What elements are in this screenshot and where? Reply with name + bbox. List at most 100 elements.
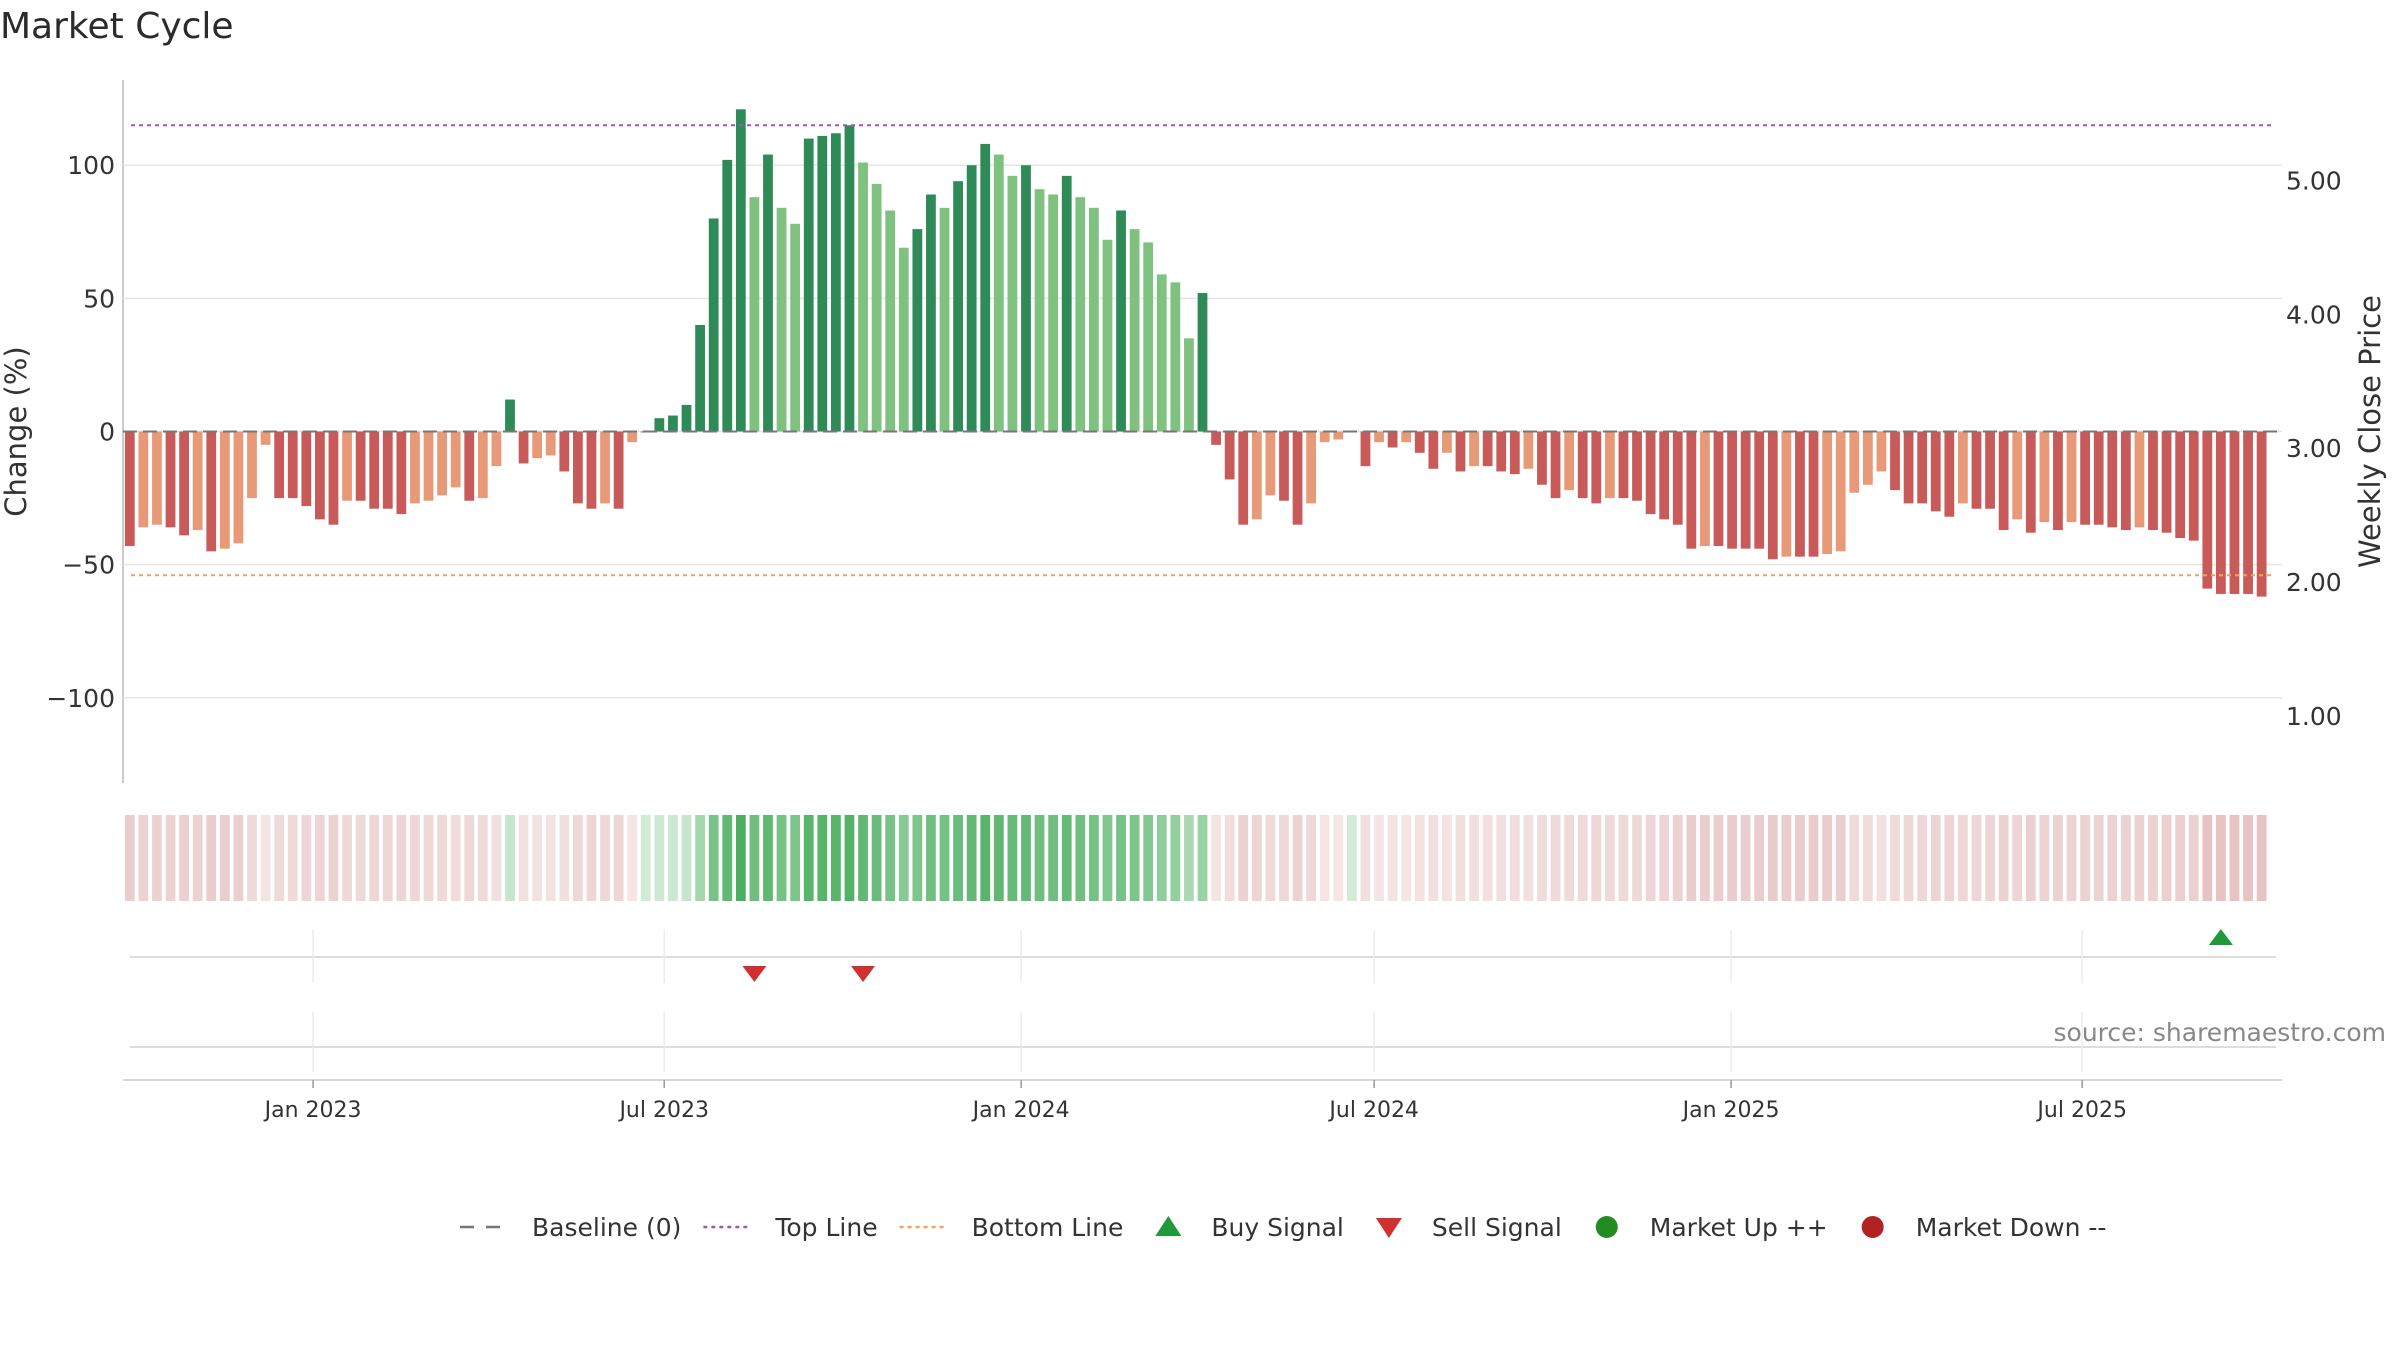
bar <box>1048 194 1059 432</box>
bar <box>1985 431 1995 509</box>
bar <box>1292 431 1303 525</box>
strength-cell <box>1414 815 1425 901</box>
bar <box>2053 431 2063 531</box>
bar <box>1632 431 1642 501</box>
strength-cell <box>885 815 896 901</box>
legend-swatch-circle <box>1595 1216 1618 1238</box>
strength-cell <box>1604 815 1615 901</box>
strength-cell <box>1306 815 1317 901</box>
strength-cell <box>668 815 678 901</box>
strength-cell <box>233 815 244 901</box>
bar <box>966 165 977 432</box>
bar <box>2107 431 2118 528</box>
strength-cell <box>1740 815 1751 901</box>
x-tick-label: Jul 2025 <box>2035 1098 2127 1123</box>
strength-cell <box>1618 815 1629 901</box>
strength-cell <box>600 815 610 901</box>
bar <box>790 223 801 432</box>
bar <box>2012 431 2023 520</box>
bar <box>586 431 597 509</box>
bar <box>2148 431 2158 531</box>
strength-cell <box>912 815 923 901</box>
strength-cell <box>613 815 624 901</box>
bar <box>708 218 719 432</box>
bar <box>1849 431 1860 493</box>
strength-cell <box>532 815 543 901</box>
bar <box>1333 431 1344 440</box>
bar <box>287 431 298 499</box>
sell-signal-marker <box>851 966 876 982</box>
legend-swatch-sell <box>1375 1218 1402 1238</box>
bar <box>1659 431 1670 520</box>
strength-cell <box>559 815 570 901</box>
strength-cell <box>1509 815 1520 901</box>
strength-cell <box>2066 815 2077 901</box>
strength-cell <box>518 815 529 901</box>
strength-cell <box>1211 815 1221 901</box>
strength-cell <box>179 815 189 901</box>
bar <box>1279 431 1289 501</box>
bar <box>817 135 828 432</box>
bar <box>369 431 380 509</box>
strength-cell <box>1401 815 1412 901</box>
strength-cell <box>410 815 420 901</box>
bar <box>1998 431 2009 531</box>
strength-cell <box>1346 815 1357 901</box>
strength-cell <box>1102 815 1113 901</box>
x-tick-label: Jan 2025 <box>1681 1098 1780 1123</box>
bar <box>1944 431 1955 517</box>
strength-cell <box>477 815 488 901</box>
strength-cell <box>1319 815 1330 901</box>
bar <box>1360 431 1371 467</box>
strength-cell <box>219 815 230 901</box>
legend-label: Buy Signal <box>1211 1213 1344 1242</box>
bar <box>1781 431 1792 557</box>
bar <box>1890 431 1900 491</box>
bar <box>342 431 352 501</box>
bar <box>803 138 814 432</box>
bar <box>654 418 665 432</box>
bar <box>1550 431 1561 499</box>
y-tick-label-left: −100 <box>46 684 115 713</box>
bar <box>301 431 312 507</box>
strength-cell <box>423 815 434 901</box>
bar <box>138 431 149 528</box>
strength-cell <box>1279 815 1289 901</box>
strength-cell <box>1944 815 1955 901</box>
strength-cell <box>1767 815 1778 901</box>
bar <box>1061 175 1072 432</box>
bar <box>2134 431 2145 528</box>
bar <box>1917 431 1928 504</box>
strength-cell <box>369 815 380 901</box>
strength-cell <box>1917 815 1928 901</box>
y-tick-label-left: −50 <box>62 551 115 580</box>
strength-cell <box>939 815 950 901</box>
strength-cell <box>274 815 285 901</box>
bar <box>2161 431 2172 533</box>
strength-cell <box>1659 815 1670 901</box>
strength-cell <box>1808 815 1819 901</box>
strength-cell <box>803 815 814 901</box>
strength-cell <box>871 815 882 901</box>
bar <box>776 207 787 432</box>
legend-label: Bottom Line <box>972 1213 1124 1242</box>
bar <box>600 431 610 504</box>
strength-cell <box>1088 815 1099 901</box>
bar <box>2202 431 2213 589</box>
bar <box>749 197 760 432</box>
strength-cell <box>165 815 176 901</box>
bar <box>559 431 570 472</box>
bar <box>1537 431 1547 485</box>
bar <box>1116 210 1126 432</box>
bar <box>1401 431 1412 443</box>
bar <box>2120 431 2131 531</box>
strength-cell <box>152 815 162 901</box>
bar <box>2216 431 2226 594</box>
y-tick-label-right: 1.00 <box>2286 702 2342 731</box>
strength-cell <box>1876 815 1887 901</box>
bar <box>980 143 991 432</box>
bar <box>152 431 162 525</box>
bar <box>2243 431 2253 594</box>
bar <box>613 431 624 509</box>
strength-cell <box>1998 815 2009 901</box>
